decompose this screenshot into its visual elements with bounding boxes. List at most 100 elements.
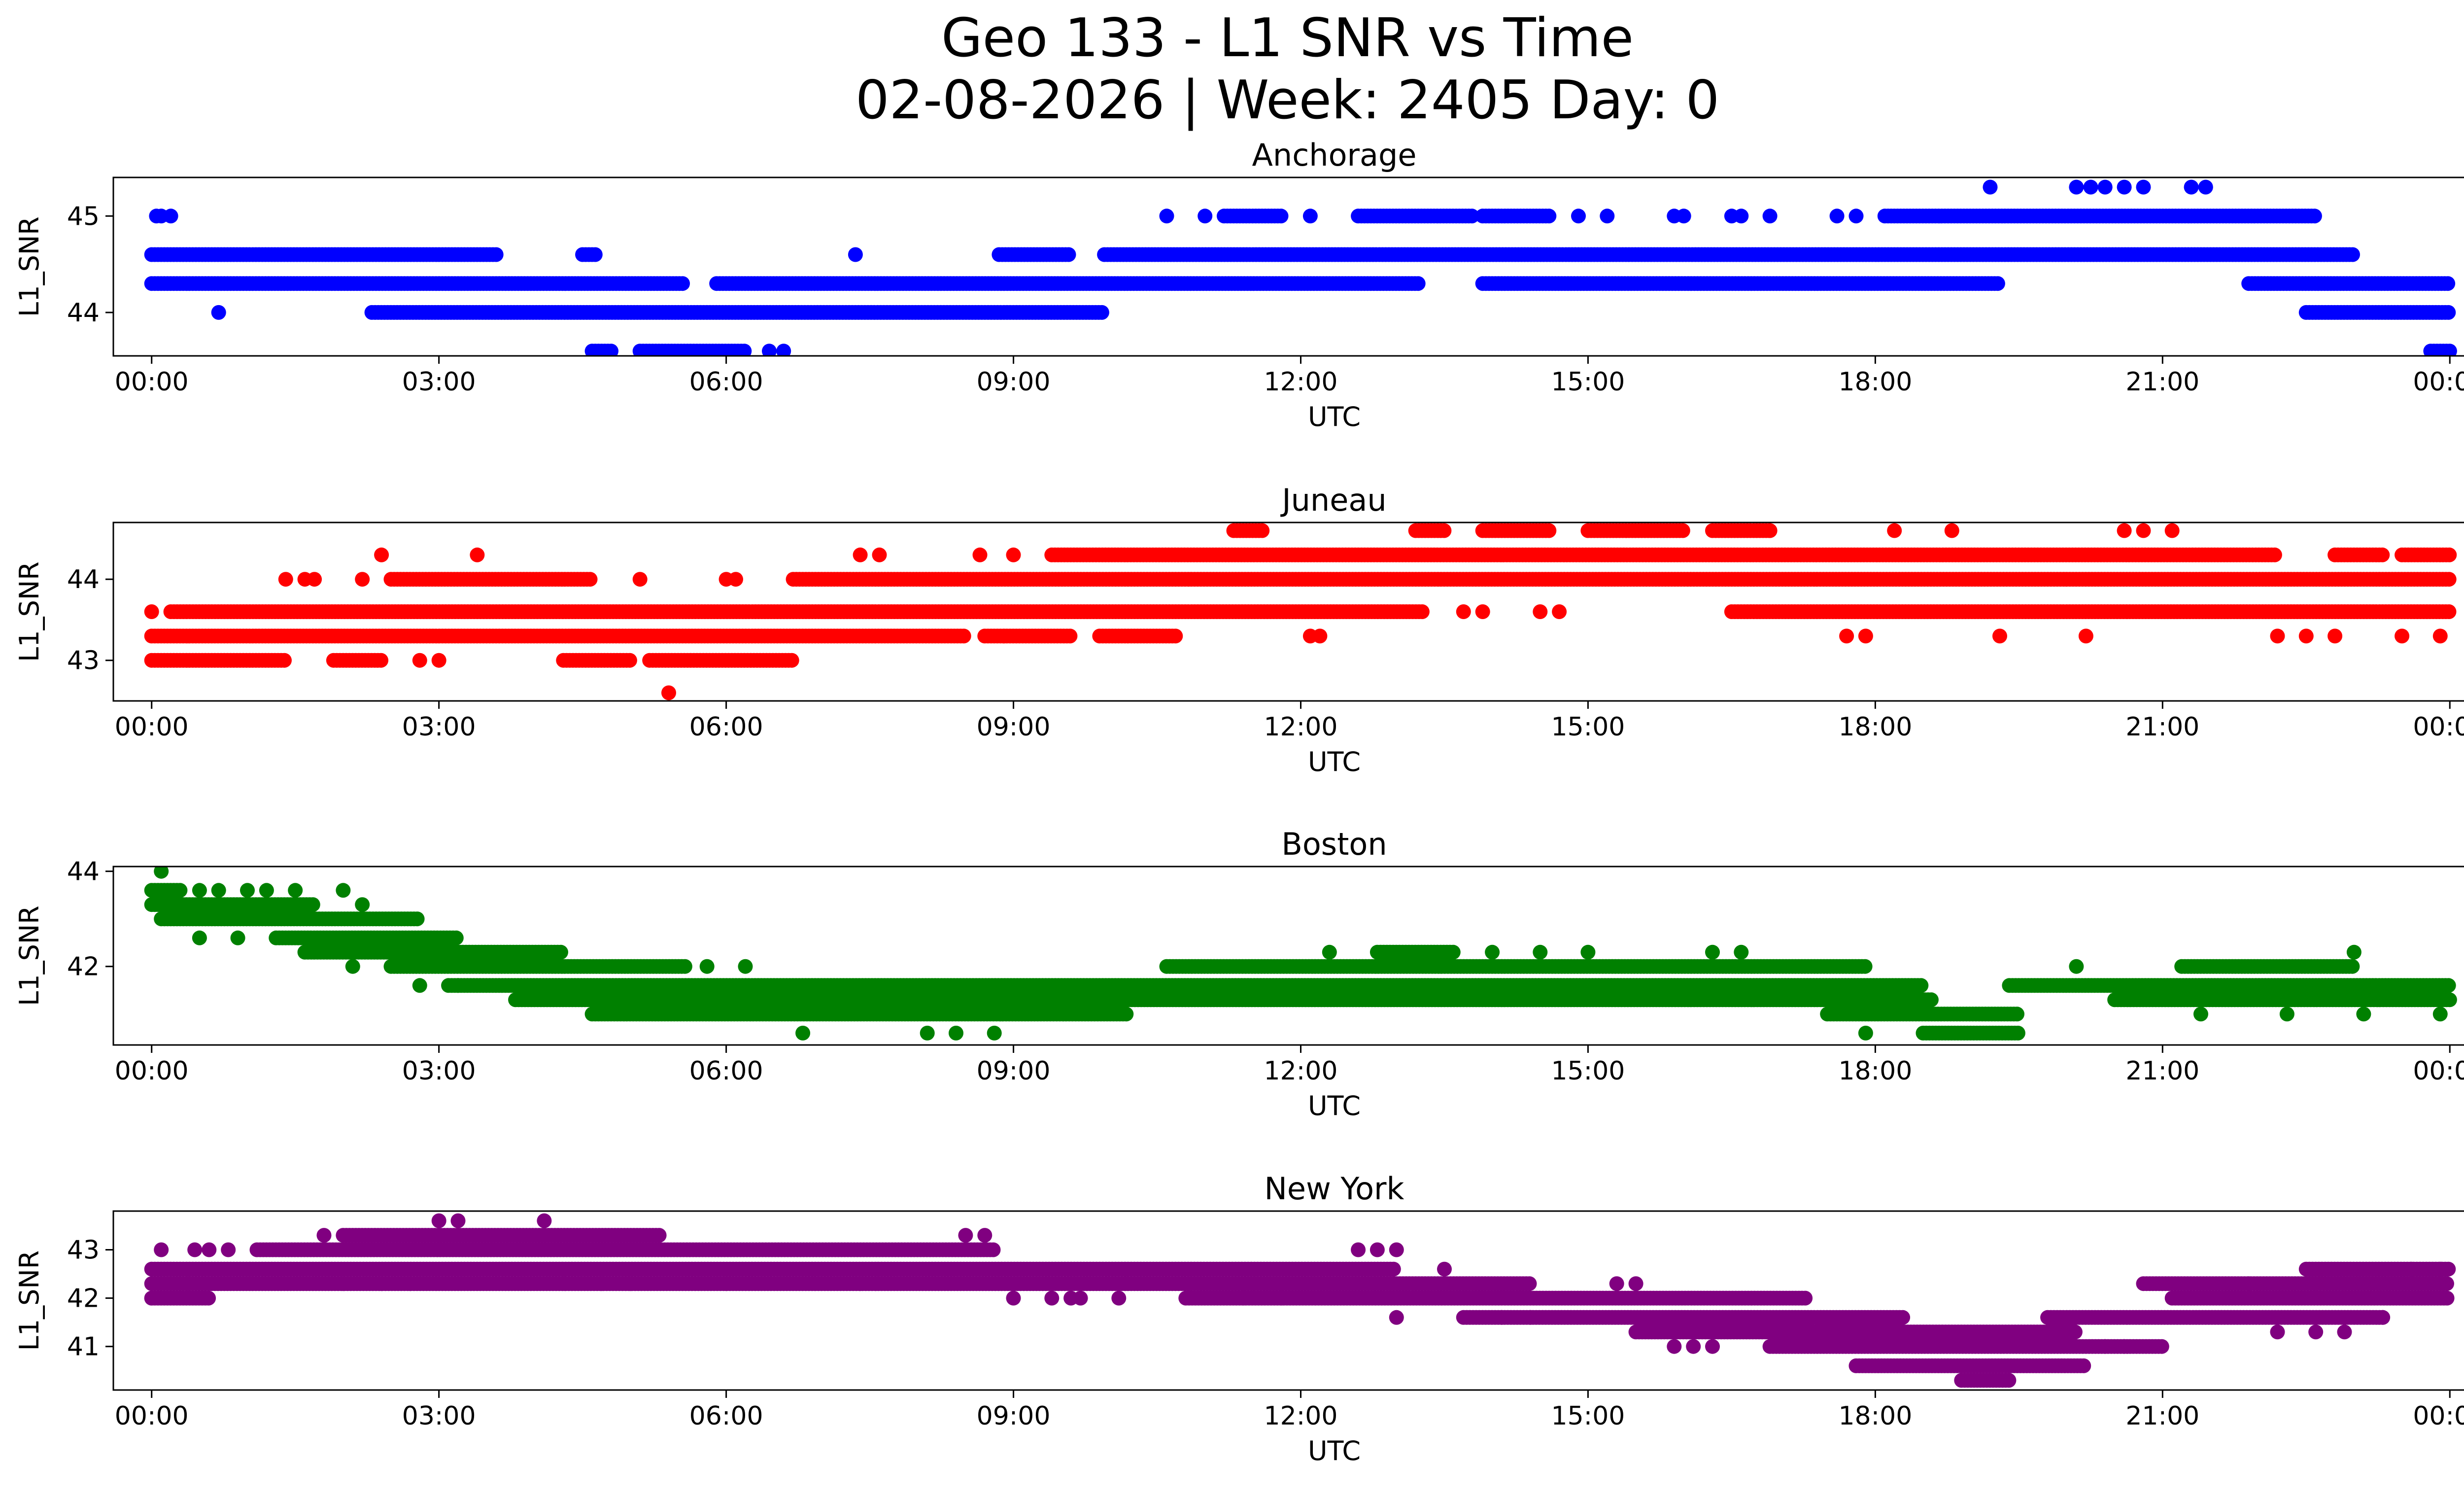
data-point xyxy=(1475,604,1490,619)
data-point xyxy=(2375,547,2390,562)
scatter-series-boston xyxy=(144,867,2457,1041)
data-point xyxy=(1857,959,1873,974)
data-point xyxy=(1676,209,1691,224)
data-point xyxy=(355,572,370,587)
y-tick-label: 44 xyxy=(67,298,100,328)
data-point xyxy=(2432,628,2448,644)
x-tick-label: 18:00 xyxy=(1838,367,1912,397)
data-point xyxy=(2441,305,2456,320)
subplot-title: Anchorage xyxy=(1252,137,1416,173)
data-point xyxy=(1062,628,1078,644)
data-point xyxy=(1675,523,1690,538)
data-point xyxy=(675,276,690,291)
data-point xyxy=(661,685,676,700)
data-point xyxy=(307,572,322,587)
x-tick-label: 15:00 xyxy=(1551,712,1625,742)
x-tick-label: 00:00 xyxy=(115,367,189,397)
data-point xyxy=(2117,179,2132,195)
plot-frame-anchorage xyxy=(112,176,2464,357)
x-axis-label: UTC xyxy=(1308,401,1361,432)
subplot-title: Juneau xyxy=(1280,482,1386,518)
data-point xyxy=(2345,959,2360,974)
x-tick-label: 00:00 xyxy=(2413,367,2464,397)
subplot-anchorage: 00:00 03:00 06:00 09:00 12:00 15:00 18:00 21:00… xyxy=(14,137,2464,432)
data-point xyxy=(2069,179,2084,195)
y-axis-label: L1_SNR xyxy=(14,216,45,317)
data-point xyxy=(2267,547,2282,562)
data-point xyxy=(1944,523,1959,538)
data-point xyxy=(1990,276,2005,291)
figure-title-line-1: Geo 133 - L1 SNR vs Time xyxy=(941,7,1634,69)
data-point xyxy=(728,572,743,587)
data-point xyxy=(1061,247,1076,262)
data-point xyxy=(2441,604,2457,619)
data-point xyxy=(1198,209,1213,224)
y-tick-label: 45 xyxy=(67,202,100,231)
x-tick-label: 03:00 xyxy=(402,367,476,397)
y-axis-label: L1_SNR xyxy=(14,561,45,662)
data-point xyxy=(2136,179,2151,195)
data-point xyxy=(1464,209,1479,224)
data-point xyxy=(2307,209,2322,224)
data-point xyxy=(448,930,464,945)
data-point xyxy=(1410,276,1426,291)
data-point xyxy=(1168,628,1183,644)
data-point xyxy=(1312,628,1328,644)
data-point xyxy=(776,344,791,356)
data-point xyxy=(972,547,988,562)
x-tick-label: 21:00 xyxy=(2125,367,2199,397)
data-point xyxy=(1541,209,1557,224)
data-point xyxy=(2270,628,2285,644)
y-tick-label: 43 xyxy=(67,646,100,676)
data-point xyxy=(587,247,603,262)
data-point xyxy=(762,344,777,356)
data-point xyxy=(1255,523,1270,538)
subplot-boston: 00:00 03:00 06:00 09:00 12:00 15:00 18:00 21:00… xyxy=(14,826,2464,1121)
data-point xyxy=(2164,523,2180,538)
data-point xyxy=(677,959,692,974)
data-point xyxy=(872,547,887,562)
data-point xyxy=(853,547,868,562)
data-point xyxy=(784,653,799,668)
data-point xyxy=(2078,628,2093,644)
data-point xyxy=(470,547,485,562)
data-point xyxy=(488,247,504,262)
data-point xyxy=(737,344,752,356)
data-point xyxy=(1006,547,1021,562)
data-point xyxy=(1094,305,1109,320)
x-tick-label: 12:00 xyxy=(1264,712,1338,742)
data-point xyxy=(996,628,1012,644)
data-point xyxy=(374,547,389,562)
x-tick-label: 18:00 xyxy=(1838,712,1912,742)
figure-title-line-2: 02-08-2026 | Week: 2405 Day: 0 xyxy=(855,70,1720,131)
data-point xyxy=(305,897,320,912)
data-point xyxy=(1533,604,1548,619)
x-tick-label: 09:00 xyxy=(977,367,1051,397)
data-point xyxy=(553,944,568,960)
data-point xyxy=(1456,604,1471,619)
data-point xyxy=(278,572,293,587)
data-point xyxy=(144,604,159,619)
plot-frame-juneau xyxy=(112,522,2464,702)
data-point xyxy=(1762,523,1778,538)
data-point xyxy=(2442,344,2457,356)
data-point xyxy=(1829,209,1845,224)
data-point xyxy=(2441,572,2457,587)
data-point xyxy=(2083,179,2098,195)
scatter-series-juneau xyxy=(144,523,2457,700)
data-point xyxy=(1887,523,1902,538)
data-point xyxy=(2136,523,2151,538)
data-point xyxy=(2327,628,2343,644)
data-point xyxy=(1552,604,1567,619)
data-point xyxy=(848,247,863,262)
figure-title: Geo 133 - L1 SNR vs Time 02-08-2026 | We… xyxy=(0,7,2464,132)
data-point xyxy=(1600,209,1615,224)
x-tick-label: 00:00 xyxy=(115,712,189,742)
data-point xyxy=(410,911,425,927)
x-tick-label: 15:00 xyxy=(1551,367,1625,397)
data-point xyxy=(582,572,598,587)
data-point xyxy=(1571,209,1586,224)
data-point xyxy=(2345,247,2360,262)
data-point xyxy=(172,883,188,898)
